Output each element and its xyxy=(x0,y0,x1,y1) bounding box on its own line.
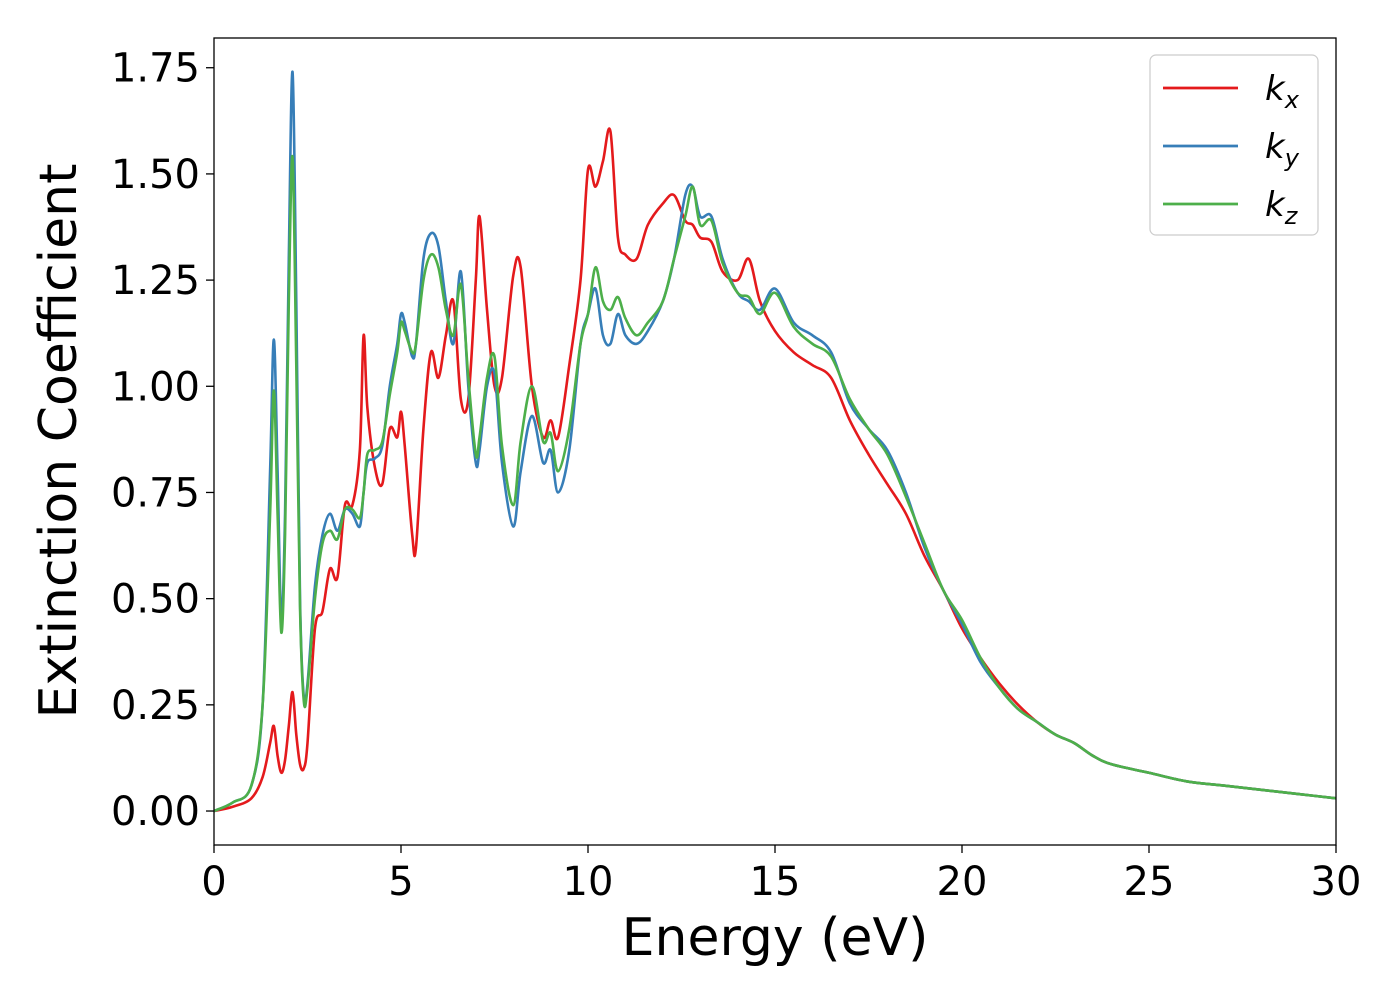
legend-label-y: ky xyxy=(1265,127,1300,172)
legend-label-base: k xyxy=(1265,69,1286,109)
series-layer xyxy=(213,70,1337,813)
x-tick-label: 10 xyxy=(563,859,614,905)
y-tick-label: 0.75 xyxy=(111,470,200,516)
legend-label-z: kz xyxy=(1265,185,1299,230)
legend-label-subscript: x xyxy=(1284,86,1300,114)
x-axis-ticks: 0 5 10 15 20 25 30 xyxy=(201,845,1361,905)
y-tick-label: 1.00 xyxy=(111,364,200,410)
y-tick-label: 0.25 xyxy=(111,683,200,729)
y-axis-title: Extinction Coefficient xyxy=(29,164,89,719)
legend-label-base: k xyxy=(1265,185,1286,225)
y-tick-label: 1.75 xyxy=(111,46,200,92)
x-tick-label: 0 xyxy=(201,859,226,905)
x-tick-label: 5 xyxy=(388,859,413,905)
y-axis-ticks: 0.00 0.25 0.50 0.75 1.00 1.25 1.50 1.75 xyxy=(111,46,214,835)
legend-label-subscript: y xyxy=(1284,144,1300,172)
y-tick-label: 1.50 xyxy=(111,152,200,198)
legend-label-subscript: z xyxy=(1284,202,1299,230)
y-tick-label: 0.00 xyxy=(111,789,200,835)
y-tick-label: 0.50 xyxy=(111,577,200,623)
legend-label-x: kx xyxy=(1265,69,1300,114)
x-axis-title: Energy (eV) xyxy=(622,908,929,968)
x-tick-label: 20 xyxy=(937,859,988,905)
x-tick-label: 15 xyxy=(750,859,801,905)
x-tick-label: 25 xyxy=(1124,859,1175,905)
x-tick-label: 30 xyxy=(1311,859,1362,905)
series-line-z xyxy=(213,154,1337,813)
legend-label-base: k xyxy=(1265,127,1286,167)
y-tick-label: 1.25 xyxy=(111,258,200,304)
